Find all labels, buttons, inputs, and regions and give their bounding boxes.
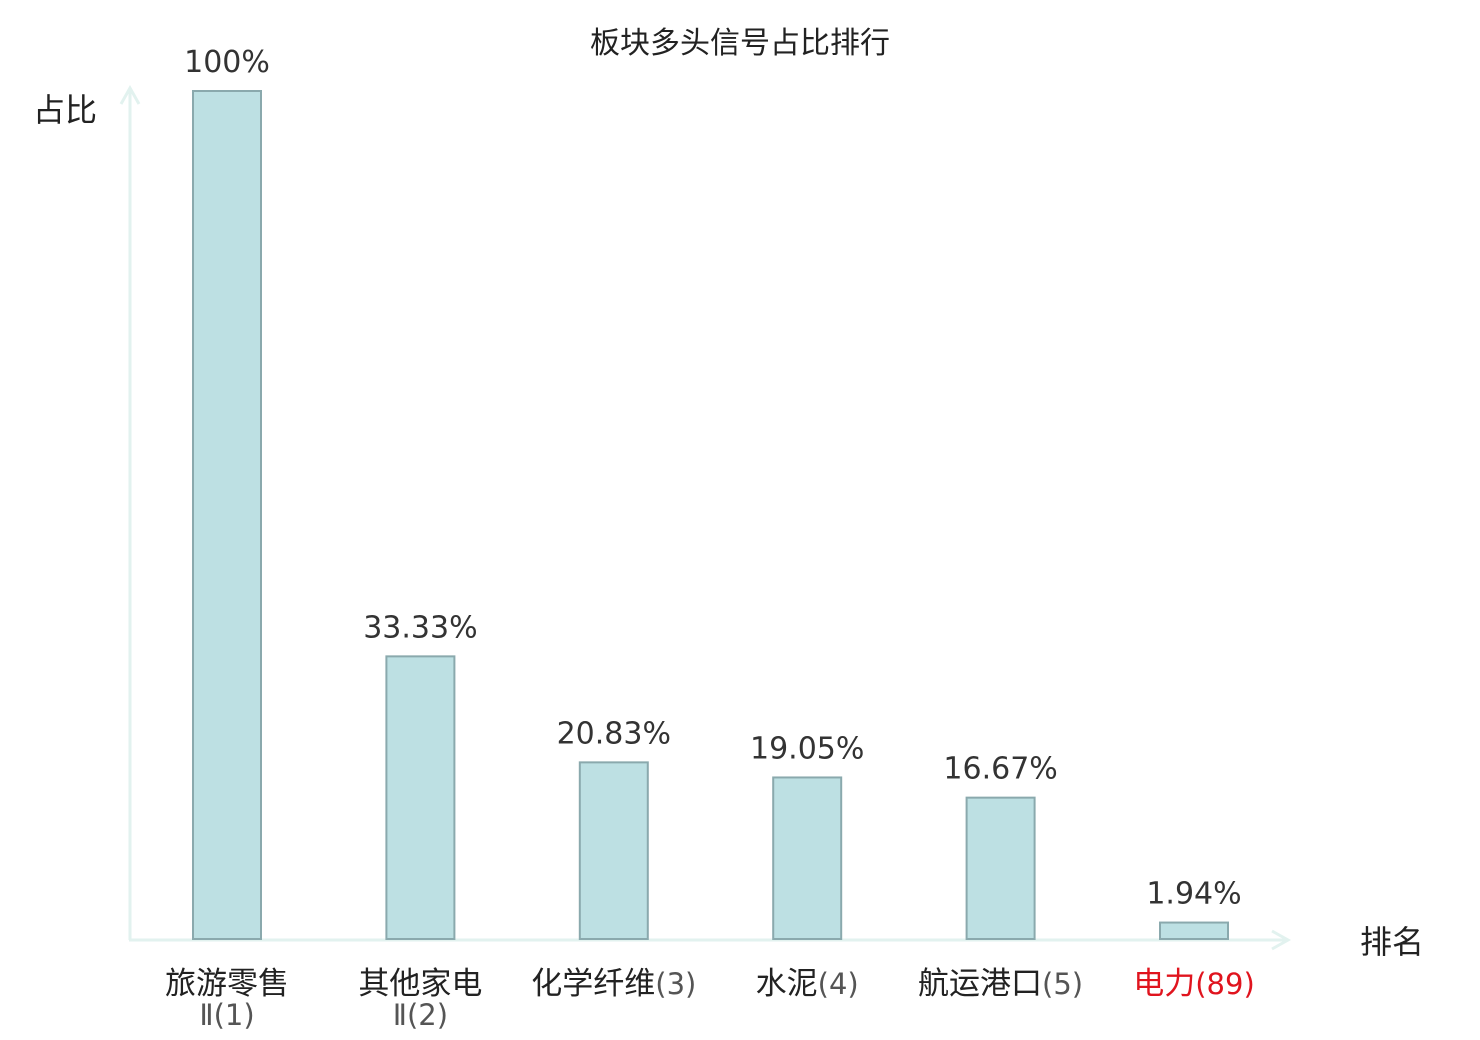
- y-axis-arrow-icon: [119, 84, 141, 105]
- bar: [965, 796, 1036, 941]
- data-label: 16.67%: [943, 752, 1057, 787]
- x-tick-label: 电力(89): [1133, 966, 1255, 1002]
- chart-title: 板块多头信号占比排行: [590, 26, 890, 61]
- x-axis-arrow-icon: [1271, 929, 1292, 951]
- category-name: 旅游零售: [165, 966, 289, 1002]
- category-name: 航运港口: [918, 966, 1042, 1002]
- bars: [192, 90, 1229, 941]
- category-name: 化学纤维: [531, 966, 655, 1002]
- x-tick-label: 水泥(4): [756, 966, 859, 1002]
- category-rank: (89): [1195, 967, 1255, 1001]
- value-labels: 100% 33.33% 20.83% 19.05% 16.67% 1.94%: [184, 45, 1242, 912]
- x-tick-label: 航运港口(5): [918, 966, 1083, 1002]
- bar: [192, 90, 262, 940]
- category-name: 电力: [1133, 966, 1195, 1002]
- y-axis-title: 占比: [33, 91, 97, 129]
- data-label: 100%: [184, 45, 270, 80]
- x-axis-title: 排名: [1360, 923, 1424, 961]
- category-name: 水泥: [756, 966, 818, 1002]
- category-rank: (3): [655, 967, 696, 1001]
- bar: [1159, 921, 1229, 941]
- bar: [578, 761, 649, 940]
- category-name: 其他家电: [358, 966, 482, 1002]
- data-label: 1.94%: [1146, 877, 1241, 912]
- data-label: 19.05%: [750, 731, 864, 766]
- x-tick-label: 化学纤维(3): [531, 966, 696, 1002]
- data-label: 33.33%: [363, 610, 477, 645]
- x-tick-label: 其他家电: [358, 966, 482, 1002]
- category-rank: (5): [1042, 967, 1083, 1001]
- category-rank: Ⅱ(1): [199, 998, 254, 1032]
- axes: [119, 84, 1292, 951]
- x-tick-label: 旅游零售: [165, 966, 289, 1002]
- category-rank: Ⅱ(2): [393, 998, 448, 1032]
- category-rank: (4): [818, 967, 859, 1001]
- bar: [772, 776, 843, 940]
- bar: [385, 655, 456, 940]
- data-label: 20.83%: [557, 716, 671, 751]
